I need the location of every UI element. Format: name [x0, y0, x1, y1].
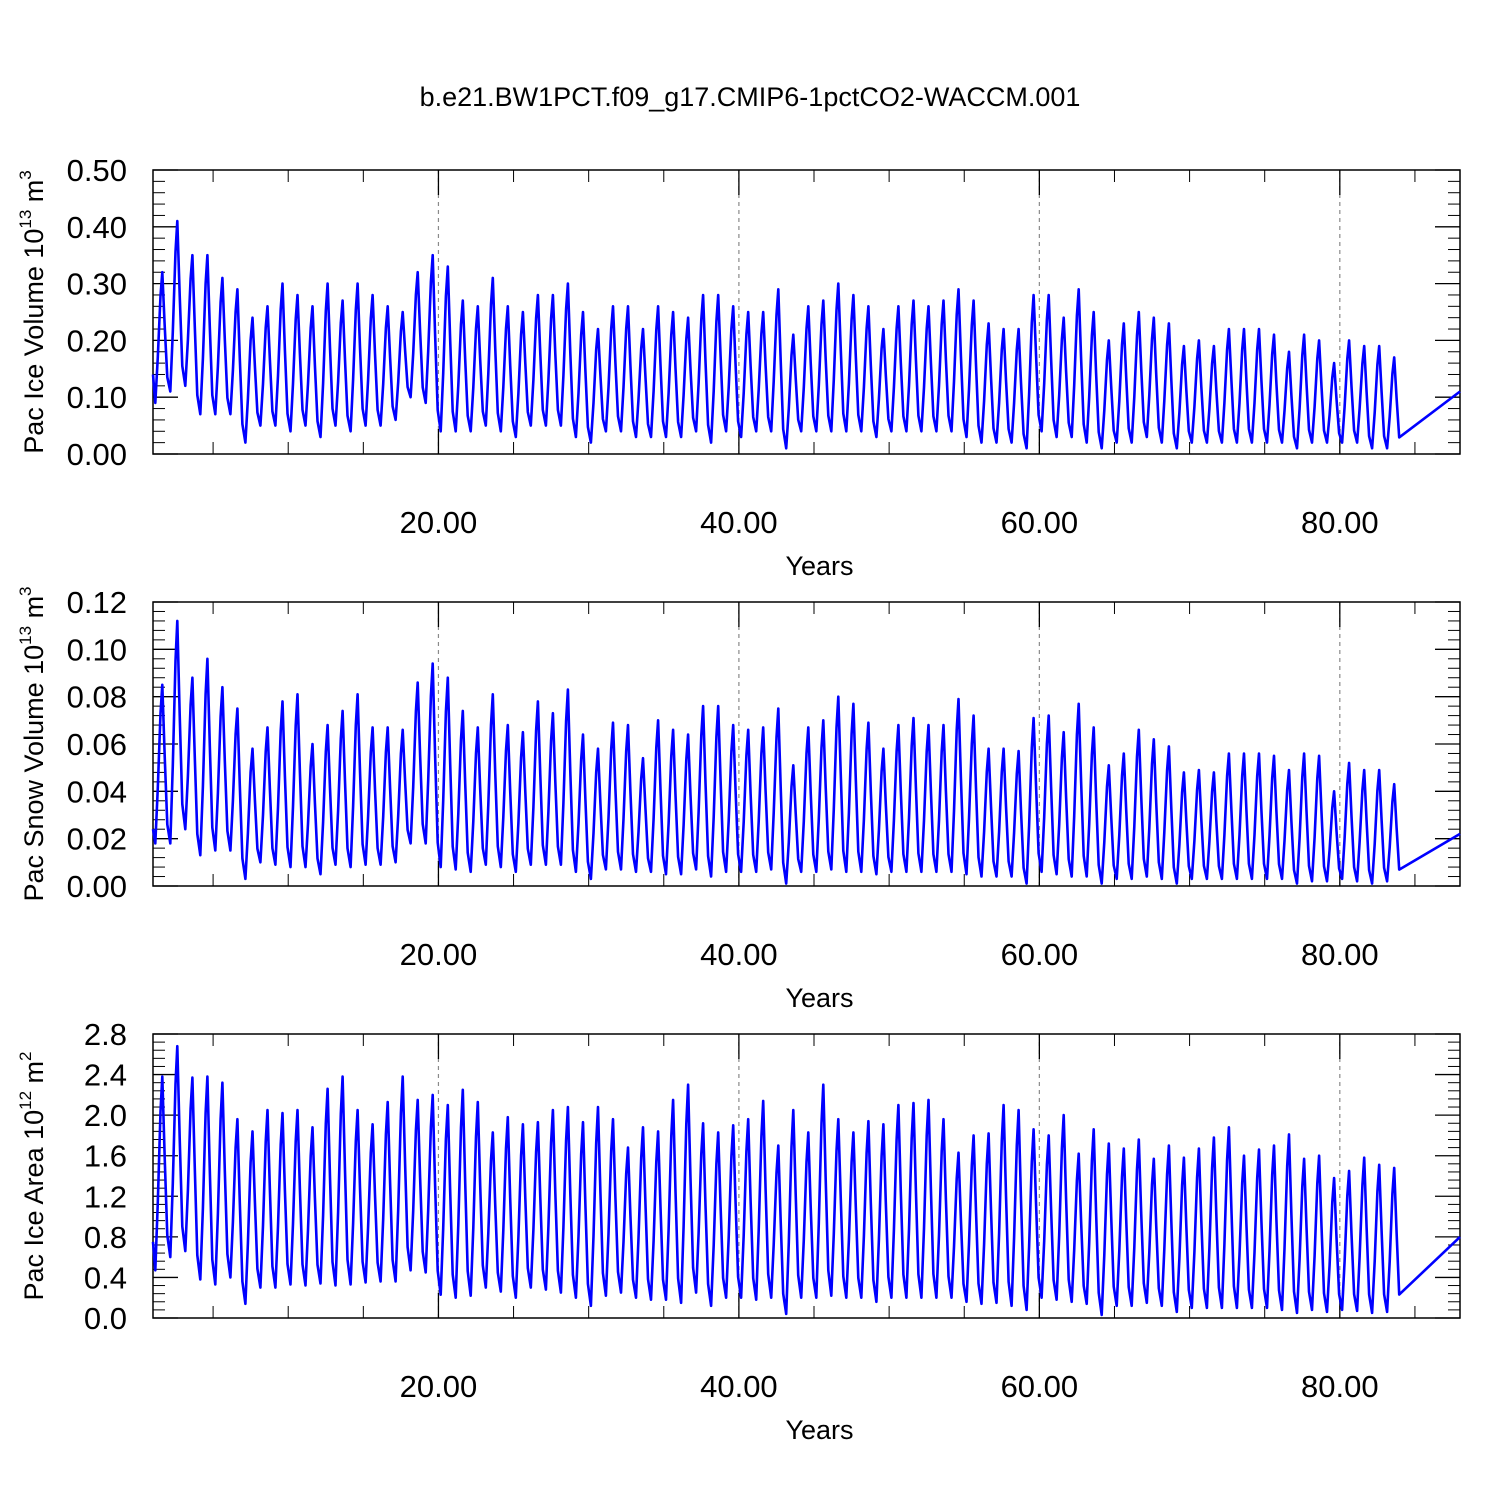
x-tick-label: 60.00: [1001, 1369, 1079, 1404]
y-axis-label: Pac Ice Area 1012 m2: [16, 1051, 49, 1300]
y-axis-label-base: Pac Snow Volume 10: [19, 645, 49, 902]
y-tick-label: 0.0: [84, 1301, 127, 1336]
y-tick-label: 2.4: [84, 1058, 127, 1093]
y-tick-label: 0.50: [67, 153, 127, 188]
y-tick-label: 0.06: [67, 727, 127, 762]
x-axis-label: Years: [785, 1415, 853, 1445]
y-tick-label: 0.02: [67, 822, 127, 857]
y-axis-label: Pac Ice Volume 1013 m3: [16, 170, 49, 454]
x-tick-label: 40.00: [700, 937, 778, 972]
y-axis-label-exp: 13: [16, 626, 35, 645]
y-tick-label: 2.8: [84, 1017, 127, 1052]
y-axis-label: Pac Snow Volume 1013 m3: [16, 586, 49, 901]
y-axis-label-unit: m: [19, 180, 49, 210]
y-axis-label-unit-exp: 2: [16, 1051, 35, 1060]
chart-panel-1: 0.00 0.10 0.20 0.30 0.40 0.50 20.00 40.00 60.00 8…: [16, 153, 1461, 581]
y-axis-label-base: Pac Ice Volume 10: [19, 229, 49, 454]
plot-frame: [152, 1033, 1461, 1319]
y-tick-label: 1.2: [84, 1179, 127, 1214]
x-tick-label: 40.00: [700, 1369, 778, 1404]
x-tick-label: 40.00: [700, 505, 778, 540]
y-tick-label: 0.4: [84, 1260, 127, 1295]
y-tick-label: 0.08: [67, 680, 127, 715]
y-tick-label: 0.10: [67, 632, 127, 667]
y-axis-label-unit: m: [19, 1061, 49, 1091]
y-axis-label-unit: m: [19, 596, 49, 626]
y-tick-label: 1.6: [84, 1139, 127, 1174]
y-tick-label: 0.30: [67, 267, 127, 302]
x-tick-label: 20.00: [400, 505, 478, 540]
y-tick-label: 0.20: [67, 323, 127, 358]
y-tick-label: 0.00: [67, 869, 127, 904]
y-axis-label-base: Pac Ice Area 10: [19, 1110, 49, 1301]
chart-panel-2: 0.00 0.02 0.04 0.06 0.08 0.10 0.12 20.00 40.00 60…: [16, 585, 1461, 1013]
y-tick-label: 0.10: [67, 380, 127, 415]
x-axis-label: Years: [785, 551, 853, 581]
chart-panel-3: 0.0 0.4 0.8 1.2 1.6 2.0 2.4 2.8 20.00 40.00 60.00 8…: [16, 1017, 1461, 1445]
series-line: [151, 619, 1461, 885]
x-tick-label: 20.00: [400, 937, 478, 972]
y-axis-label-unit-exp: 3: [16, 170, 35, 179]
plot-frame: [152, 169, 1461, 455]
series-line: [151, 1044, 1461, 1317]
y-tick-label: 0.00: [67, 437, 127, 472]
y-tick-label: 2.0: [84, 1098, 127, 1133]
y-axis-label-unit-exp: 3: [16, 586, 35, 595]
x-tick-label: 20.00: [400, 1369, 478, 1404]
x-axis-label: Years: [785, 983, 853, 1013]
y-axis-label-exp: 13: [16, 210, 35, 229]
x-tick-label: 60.00: [1001, 937, 1079, 972]
y-tick-label: 0.8: [84, 1220, 127, 1255]
x-tick-label: 60.00: [1001, 505, 1079, 540]
x-tick-label: 80.00: [1301, 937, 1379, 972]
y-tick-label: 0.40: [67, 210, 127, 245]
y-axis-label-exp: 12: [16, 1091, 35, 1110]
x-tick-label: 80.00: [1301, 505, 1379, 540]
y-tick-label: 0.04: [67, 774, 127, 809]
y-tick-label: 0.12: [67, 585, 127, 620]
x-tick-label: 80.00: [1301, 1369, 1379, 1404]
figure-title: b.e21.BW1PCT.f09_g17.CMIP6-1pctCO2-WACCM…: [420, 82, 1081, 112]
series-line: [151, 219, 1461, 450]
